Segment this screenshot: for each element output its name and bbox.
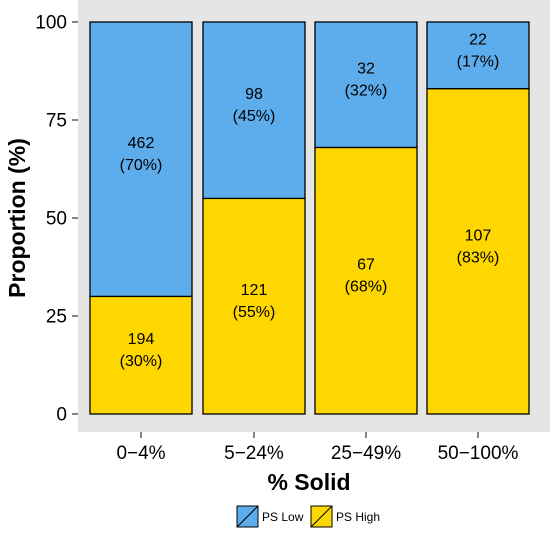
bar-ps-high-3 [314, 146, 418, 415]
data-label-ps-low-1-count: 462 [128, 135, 155, 152]
y-axis-title: Proportion (%) [4, 138, 30, 298]
data-label-ps-high-2-percent: (55%) [233, 304, 276, 321]
x-tick-label: 5−24% [224, 443, 284, 464]
bar-ps-low-2 [202, 21, 306, 200]
x-axis-title: % Solid [267, 469, 350, 495]
bar-ps-high-1 [89, 295, 193, 415]
data-label-ps-high-3-count: 67 [357, 257, 375, 274]
y-axis: 0 25 50 75 100 [35, 13, 78, 426]
data-label-ps-high-4-count: 107 [465, 227, 492, 244]
bars-group [89, 21, 530, 415]
data-label-ps-high-4-percent: (83%) [457, 249, 500, 266]
bar-ps-high-4 [426, 87, 530, 415]
x-tick-label: 50−100% [438, 443, 519, 464]
y-tick-label: 25 [46, 307, 67, 328]
bar-ps-low-4 [426, 21, 530, 90]
legend: PS Low PS High [236, 505, 380, 528]
bar-ps-high-2 [202, 197, 306, 415]
data-label-ps-high-3-percent: (68%) [345, 279, 388, 296]
legend-swatch-slash [310, 505, 333, 528]
bar-ps-low-1 [89, 21, 193, 298]
y-tick-label: 50 [46, 209, 67, 230]
data-label-ps-low-3-count: 32 [357, 61, 375, 78]
legend-label-ps-low: PS Low [262, 510, 304, 524]
x-tick-label: 25−49% [331, 443, 401, 464]
legend-label-ps-high: PS High [336, 510, 380, 524]
bar-ps-low-3 [314, 21, 418, 149]
x-tick-label: 0−4% [116, 443, 165, 464]
data-label-ps-low-4-count: 22 [469, 31, 487, 48]
data-label-ps-low-4-percent: (17%) [457, 53, 500, 70]
legend-swatch-slash [236, 505, 259, 528]
data-label-ps-low-2-percent: (45%) [233, 108, 276, 125]
x-axis: 0−4% 5−24% 25−49% 50−100% [116, 432, 519, 464]
data-label-ps-low-2-count: 98 [245, 86, 263, 103]
bar-labels-group: 194 (30%) 462 (70%) 121 (55%) 98 (45%) 67 (68%) 32… [120, 31, 500, 370]
y-tick-label: 0 [56, 405, 67, 426]
data-label-ps-low-1-percent: (70%) [120, 157, 163, 174]
y-tick-label: 100 [35, 13, 67, 34]
data-label-ps-high-2-count: 121 [241, 282, 268, 299]
y-tick-label: 75 [46, 111, 67, 132]
data-label-ps-low-3-percent: (32%) [345, 83, 388, 100]
data-label-ps-high-1-percent: (30%) [120, 353, 163, 370]
data-label-ps-high-1-count: 194 [128, 331, 155, 348]
